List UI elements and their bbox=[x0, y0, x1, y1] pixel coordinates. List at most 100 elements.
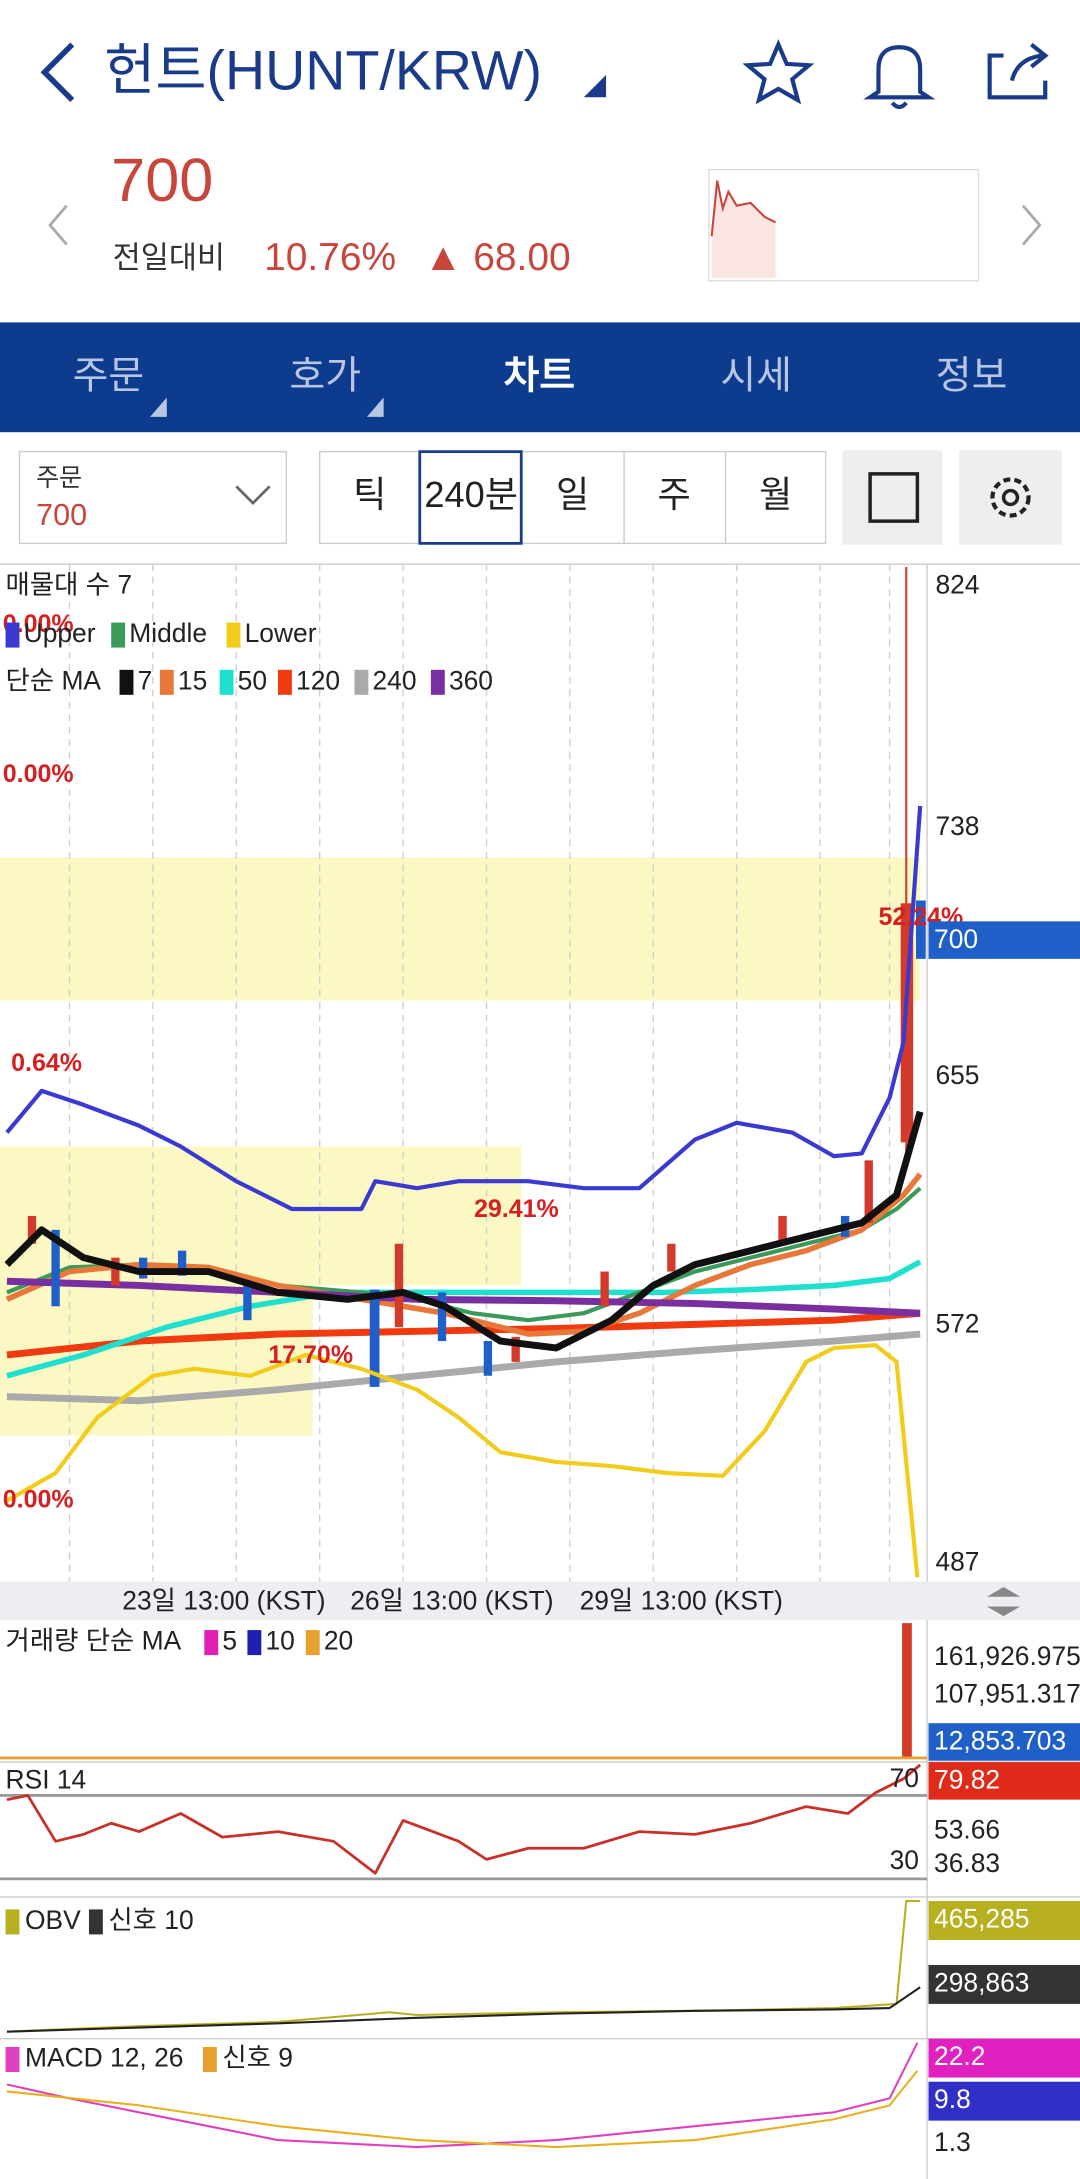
legend-swatch bbox=[5, 2046, 20, 2072]
period-button[interactable]: 주 bbox=[658, 474, 691, 515]
tab[interactable]: 시세 bbox=[720, 354, 792, 397]
legend-item: 120 bbox=[296, 665, 340, 695]
tab[interactable]: 주문 bbox=[73, 354, 145, 397]
profile-percent: 0.00% bbox=[3, 1485, 74, 1513]
volume-label: 거래량 단순 MA bbox=[6, 1626, 182, 1656]
back-button[interactable] bbox=[40, 42, 75, 103]
candles bbox=[27, 566, 926, 1387]
volume-spike bbox=[902, 1623, 912, 1758]
tab[interactable]: 호가 bbox=[289, 354, 361, 397]
obv-label: OBV bbox=[25, 1905, 81, 1935]
legend-item: 15 bbox=[178, 665, 207, 695]
legend-swatch bbox=[219, 669, 234, 695]
prev-arrow[interactable] bbox=[48, 204, 68, 246]
rsi-tick: 36.83 bbox=[934, 1848, 1000, 1878]
period-button[interactable]: 일 bbox=[556, 474, 589, 515]
price-tick: 572 bbox=[935, 1309, 979, 1339]
change-percent: 10.76% bbox=[264, 236, 396, 279]
change-amount: ▲ 68.00 bbox=[424, 236, 571, 279]
legend-swatch bbox=[277, 669, 292, 695]
legend-swatch bbox=[111, 622, 126, 648]
volume-tick: 107,951.317 bbox=[934, 1678, 1080, 1708]
dropdown-arrow bbox=[235, 485, 271, 506]
legend-swatch bbox=[159, 669, 174, 695]
volume-tag bbox=[928, 1723, 1080, 1761]
obv-signal-tag bbox=[928, 1964, 1080, 2004]
mini-chart-line bbox=[710, 180, 777, 237]
volume-tick: 161,926.975 bbox=[934, 1641, 1080, 1671]
period-button[interactable]: 틱 bbox=[353, 474, 386, 515]
rsi-upper: 70 bbox=[890, 1763, 919, 1793]
settings-icon bbox=[990, 477, 1031, 518]
obv-signal-line bbox=[6, 1986, 921, 2033]
ma-legend-label: 단순 MA bbox=[6, 665, 102, 695]
macd-signal-tag bbox=[928, 2081, 1080, 2121]
price-tick: 487 bbox=[935, 1546, 979, 1576]
legend-item: 10 bbox=[265, 1626, 294, 1656]
macd-label: MACD 12, 26 bbox=[25, 2042, 183, 2072]
rsi-current: 79.82 bbox=[934, 1765, 1000, 1795]
rsi-tick: 53.66 bbox=[934, 1815, 1000, 1845]
share-icon[interactable] bbox=[987, 42, 1049, 100]
profile-percent: 0.64% bbox=[11, 1049, 82, 1077]
legend-item: 20 bbox=[324, 1626, 353, 1656]
profile-percent: 29.41% bbox=[474, 1195, 559, 1223]
tab[interactable]: 정보 bbox=[936, 354, 1008, 397]
price-tick: 655 bbox=[935, 1060, 979, 1090]
band-upper bbox=[5, 805, 923, 1212]
profile-percent: 0.00% bbox=[3, 760, 74, 788]
volume-profile-label: 매물대 수 7 bbox=[6, 569, 132, 599]
order-label: 주문 bbox=[36, 464, 82, 492]
legend-item: 360 bbox=[449, 665, 493, 695]
legend-swatch bbox=[5, 1909, 20, 1935]
settings-button[interactable] bbox=[959, 450, 1062, 545]
obv-line bbox=[6, 1900, 921, 2033]
tab-bar bbox=[0, 322, 1080, 433]
time-label: 26일 13:00 (KST) bbox=[350, 1585, 553, 1615]
grid-lines bbox=[68, 564, 891, 1582]
next-arrow[interactable] bbox=[1021, 204, 1042, 246]
period-selector bbox=[318, 450, 827, 545]
price: 700 bbox=[111, 146, 213, 214]
alert-icon[interactable] bbox=[863, 45, 936, 110]
order-value: 700 bbox=[36, 498, 87, 532]
legend-item: Lower bbox=[245, 618, 317, 648]
legend-swatch bbox=[204, 1630, 219, 1656]
macd-signal-line bbox=[6, 2069, 919, 2149]
obv-current: 465,285 bbox=[934, 1903, 1029, 1933]
volume-profile-box bbox=[0, 1285, 313, 1436]
period-button[interactable]: 240분 bbox=[424, 474, 518, 515]
legend-item: Middle bbox=[129, 618, 207, 648]
macd-signal-value: 9.8 bbox=[934, 2084, 971, 2114]
period-button[interactable]: 월 bbox=[759, 474, 792, 515]
change-label: 전일대비 bbox=[113, 241, 225, 275]
title: 헌트(HUNT/KRW) bbox=[104, 40, 542, 102]
legend-item: 240 bbox=[373, 665, 417, 695]
settings-icon-core bbox=[1001, 488, 1020, 507]
legend-item: 7 bbox=[138, 665, 153, 695]
profile-percent: 17.70% bbox=[268, 1341, 353, 1369]
rsi-label: RSI 14 bbox=[6, 1765, 87, 1795]
obv-signal-label: 신호 10 bbox=[108, 1905, 193, 1935]
time-label: 29일 13:00 (KST) bbox=[580, 1585, 783, 1615]
title-dropdown[interactable] bbox=[583, 75, 607, 98]
macd-tag bbox=[928, 2038, 1080, 2078]
obv-tag bbox=[928, 1901, 1080, 1940]
legend-swatch bbox=[202, 2046, 217, 2072]
macd-signal-label: 신호 9 bbox=[222, 2042, 293, 2072]
legend-item: Upper bbox=[24, 618, 96, 648]
macd-tick: 1.3 bbox=[934, 2127, 971, 2157]
order-dropdown[interactable] bbox=[18, 450, 288, 545]
resize-handle[interactable] bbox=[986, 1587, 1021, 1617]
draw-button[interactable] bbox=[842, 450, 943, 545]
legend-swatch bbox=[247, 1630, 262, 1656]
favorite-icon[interactable] bbox=[742, 39, 815, 105]
volume-profile-box bbox=[0, 1146, 522, 1286]
current-price: 700 bbox=[934, 924, 978, 954]
legend-item: 50 bbox=[238, 665, 267, 695]
tab-active[interactable]: 차트 bbox=[504, 354, 576, 397]
ma-360 bbox=[6, 1277, 921, 1317]
ma-7 bbox=[4, 1110, 924, 1352]
